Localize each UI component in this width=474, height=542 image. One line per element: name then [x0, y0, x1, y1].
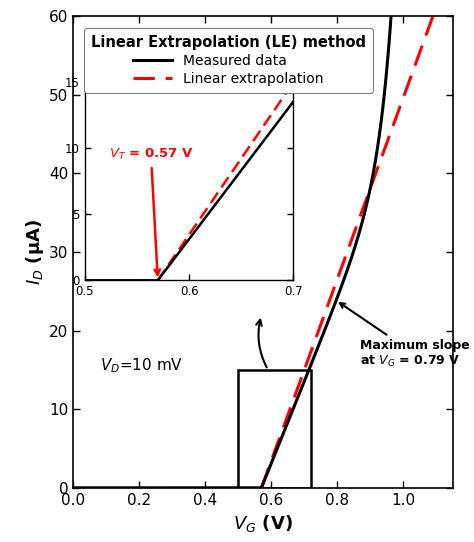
- Measured data: [240, 485, 246, 491]
- Legend: Measured data, Linear extrapolation: Measured data, Linear extrapolation: [84, 28, 373, 93]
- Line: Linear extrapolation: Linear extrapolation: [262, 0, 456, 488]
- Measured data: [320, 330, 326, 337]
- Linear extrapolation: [378, 157, 383, 164]
- Y-axis label: $I_D$ (μA): $I_D$ (μA): [25, 219, 46, 285]
- Measured data: [167, 485, 173, 491]
- Linear extrapolation: [435, 0, 441, 6]
- Linear extrapolation: [259, 483, 265, 489]
- Measured data: [137, 485, 143, 491]
- Measured data: [291, 404, 297, 410]
- Text: Maximum slope
at $V_G$ = 0.79 V: Maximum slope at $V_G$ = 0.79 V: [340, 303, 470, 369]
- Text: $V_D$=10 mV: $V_D$=10 mV: [100, 356, 183, 375]
- Measured data: [71, 485, 76, 491]
- Measured data: [352, 243, 358, 249]
- Bar: [238, 370, 311, 488]
- Line: Measured data: Measured data: [73, 0, 448, 488]
- Linear extrapolation: [374, 166, 380, 172]
- Linear extrapolation: [422, 34, 428, 40]
- X-axis label: $V_G$ (V): $V_G$ (V): [233, 513, 293, 534]
- Linear extrapolation: [374, 168, 379, 175]
- Linear extrapolation: [259, 485, 264, 491]
